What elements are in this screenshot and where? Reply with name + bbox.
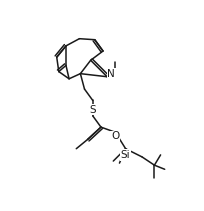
Text: N: N — [107, 69, 114, 79]
Text: S: S — [89, 105, 95, 115]
Text: O: O — [111, 131, 119, 141]
Text: Si: Si — [120, 150, 130, 160]
